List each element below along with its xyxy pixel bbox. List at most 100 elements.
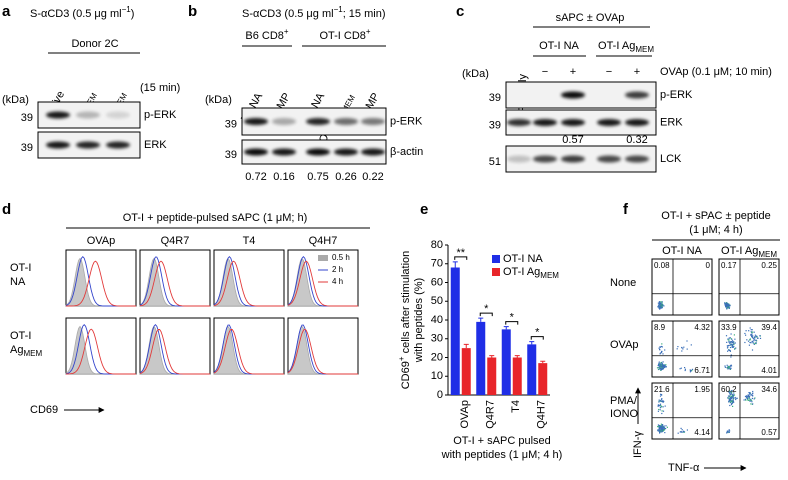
flow-event bbox=[661, 303, 663, 305]
flow-event bbox=[751, 331, 753, 334]
blot-label: p-ERK bbox=[660, 89, 693, 101]
group-label: OT-I NA bbox=[539, 40, 579, 52]
flow-event bbox=[752, 342, 754, 344]
group-label-part: B6 CD8 bbox=[245, 30, 284, 42]
flow-event bbox=[743, 399, 745, 401]
flow-event bbox=[752, 403, 754, 405]
flow-event bbox=[657, 306, 659, 308]
flow-event bbox=[749, 398, 751, 400]
flow-event bbox=[729, 404, 731, 407]
flow-event bbox=[734, 338, 736, 340]
row-label: IONO bbox=[610, 408, 639, 420]
flow-event bbox=[733, 346, 735, 348]
bar bbox=[538, 363, 548, 395]
row-label: OT-I bbox=[10, 262, 31, 274]
flow-event bbox=[662, 424, 664, 426]
flow-event bbox=[747, 340, 750, 342]
flow-event bbox=[728, 306, 730, 308]
flow-event bbox=[684, 368, 686, 370]
quadrant-value: 4.32 bbox=[694, 323, 710, 332]
significance: * bbox=[484, 303, 489, 315]
error-bar bbox=[452, 261, 458, 268]
flow-event bbox=[749, 392, 751, 394]
flow-event bbox=[732, 397, 734, 399]
flow-event bbox=[659, 395, 662, 397]
flow-event bbox=[726, 307, 728, 309]
band bbox=[46, 141, 70, 149]
flow-event bbox=[732, 346, 734, 348]
significance: * bbox=[535, 326, 540, 338]
flow-event bbox=[728, 401, 730, 403]
flow-event bbox=[728, 397, 730, 399]
flow-event bbox=[660, 301, 662, 303]
flow-event bbox=[735, 347, 737, 349]
flow-event bbox=[659, 306, 661, 309]
kda-marker: 39 bbox=[489, 92, 501, 104]
flow-event bbox=[751, 349, 754, 351]
error-bar bbox=[489, 355, 495, 358]
band bbox=[272, 148, 296, 156]
flow-event bbox=[658, 304, 660, 306]
flow-event bbox=[725, 306, 727, 308]
flow-event bbox=[658, 408, 660, 411]
legend-label: 4 h bbox=[332, 277, 343, 286]
flow-event bbox=[662, 401, 664, 403]
group-label-part: OT-I NA bbox=[539, 40, 579, 52]
x-tick-label: OVAp bbox=[459, 400, 471, 429]
quadrant-value: 4.14 bbox=[694, 428, 710, 437]
quadrant-value: 0.17 bbox=[721, 261, 737, 270]
flow-event bbox=[677, 346, 679, 348]
flow-event bbox=[733, 334, 735, 336]
flow-event bbox=[746, 395, 748, 397]
flow-event bbox=[727, 339, 729, 341]
flow-event bbox=[730, 344, 732, 346]
flow-event bbox=[733, 344, 735, 346]
flow-event bbox=[681, 350, 683, 352]
quadrant-value: 4.01 bbox=[761, 366, 777, 375]
flow-event bbox=[747, 399, 749, 401]
flow-event bbox=[663, 365, 665, 368]
flow-event bbox=[728, 431, 730, 433]
flow-event bbox=[660, 399, 662, 401]
flow-event bbox=[750, 334, 752, 336]
flow-event bbox=[748, 330, 750, 332]
flow-event bbox=[753, 339, 755, 341]
row-label-part: Ag bbox=[10, 344, 23, 356]
flow-event bbox=[733, 341, 735, 343]
flow-event bbox=[728, 395, 730, 397]
x-tick-label-part: OVAp bbox=[459, 400, 471, 429]
flow-event bbox=[679, 368, 681, 370]
band bbox=[306, 118, 330, 125]
flow-event bbox=[754, 334, 756, 336]
flow-event bbox=[724, 304, 726, 306]
flow-event bbox=[725, 305, 727, 307]
band bbox=[272, 118, 296, 125]
flow-event bbox=[735, 397, 737, 399]
significance-bracket bbox=[505, 321, 519, 325]
column-label: Q4R7 bbox=[161, 235, 190, 247]
flow-event bbox=[726, 304, 728, 306]
flow-event bbox=[730, 341, 732, 343]
flow-event bbox=[661, 305, 663, 307]
y-axis-label-part: CD69 bbox=[400, 361, 412, 389]
flow-event bbox=[724, 303, 726, 305]
band bbox=[561, 119, 585, 126]
quantification: 0.26 bbox=[335, 171, 356, 183]
blot-label: p-ERK bbox=[390, 115, 423, 127]
blot-label: p-ERK bbox=[144, 109, 177, 121]
panel-letter: c bbox=[456, 3, 464, 20]
flow-event bbox=[657, 304, 660, 306]
flow-event bbox=[753, 331, 755, 333]
flow-event bbox=[690, 344, 692, 346]
band bbox=[533, 119, 557, 126]
flow-event bbox=[657, 364, 659, 367]
flow-event bbox=[657, 424, 659, 426]
blot-label: ERK bbox=[660, 116, 683, 128]
flow-event bbox=[754, 397, 756, 399]
y-tick-label: 40 bbox=[431, 314, 443, 326]
flow-event bbox=[661, 301, 663, 303]
significance-bracket bbox=[479, 312, 493, 317]
flow-event bbox=[753, 343, 755, 345]
flow-event bbox=[757, 337, 759, 339]
flow-event bbox=[727, 306, 729, 308]
